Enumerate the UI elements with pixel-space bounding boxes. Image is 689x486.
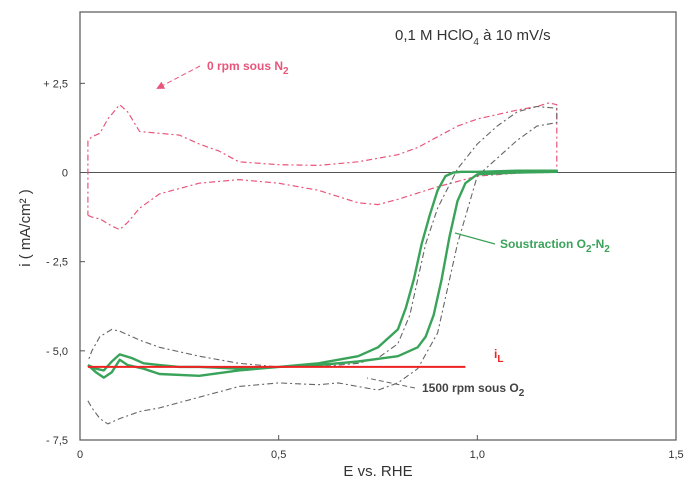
- x-tick-label: 0: [77, 449, 83, 461]
- y-tick-label: 0: [62, 168, 68, 180]
- x-tick-label: 1,0: [470, 449, 485, 461]
- x-axis-title: E vs. RHE: [343, 463, 412, 480]
- series-n2-0rpm: [87, 102, 558, 231]
- plot-frame: [79, 11, 677, 441]
- series-o2-1500rpm: [87, 105, 558, 425]
- x-tick-label: 1,5: [668, 449, 683, 461]
- annotation-subtraction-line: [454, 232, 496, 245]
- annotation-n2-arrow: [156, 65, 201, 89]
- y-tick-label: - 2,5: [46, 257, 68, 269]
- series-layer: [87, 102, 558, 425]
- annotation-subtraction: Soustraction O2-N2: [500, 237, 610, 255]
- ticks-layer: 0 0,5 1,0 1,5 + 2,5 0 - 2,5 - 5,0 - 7,5: [43, 78, 683, 461]
- y-tick-label: - 5,0: [46, 346, 68, 358]
- series-subtraction: [87, 169, 558, 379]
- annotation-il: iL: [494, 347, 503, 365]
- x-tick-label: 0,5: [271, 449, 286, 461]
- chart-title: 0,1 M HClO4 à 10 mV/s: [395, 27, 551, 48]
- annotation-n2: 0 rpm sous N2: [207, 59, 289, 77]
- y-tick-label: - 7,5: [46, 435, 68, 447]
- y-tick-label: + 2,5: [43, 78, 68, 90]
- y-axis-title: i ( mA/cm² ): [17, 189, 34, 266]
- annotation-o2: 1500 rpm sous O2: [422, 381, 525, 399]
- annotation-o2-line: [366, 377, 416, 389]
